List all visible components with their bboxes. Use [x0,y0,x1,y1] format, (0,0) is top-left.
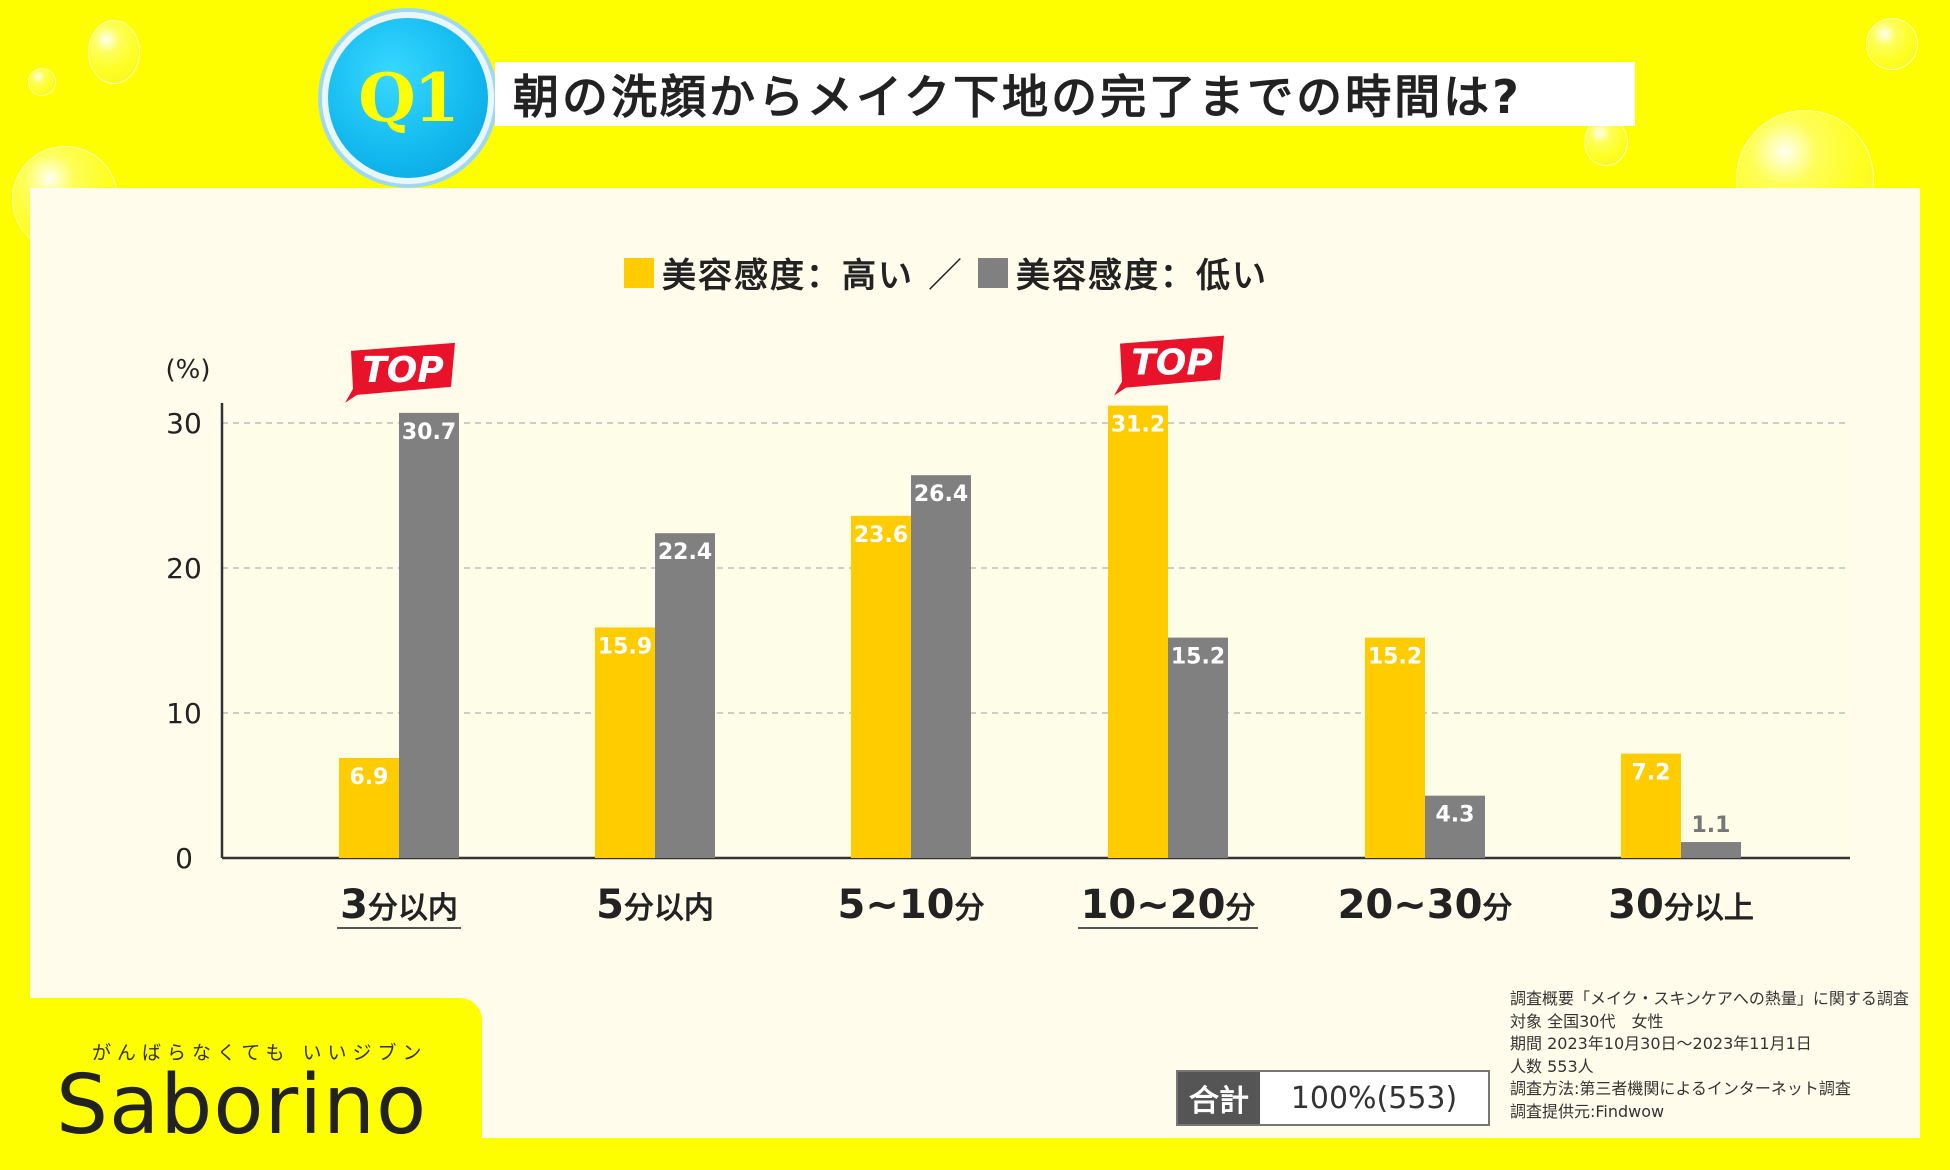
data-label: 22.4 [658,540,712,565]
bubble-decoration [88,20,140,84]
x-tick-label: 5分以内 [596,882,714,928]
x-tick-number: 20~30 [1338,882,1483,928]
data-label: 1.1 [1692,813,1731,838]
bar-low [655,533,715,858]
y-tick-label: 10 [166,697,202,730]
survey-note: 調査方法:第三者機関によるインターネット調査 [1510,1079,1851,1098]
bar-high [595,627,655,858]
bubble-decoration [28,68,56,96]
survey-notes: 調査概要「メイク・スキンケアへの熱量」に関する調査 対象 全国30代 女性 期間… [1510,988,1909,1123]
survey-note: 調査提供元:Findwow [1510,1101,1665,1121]
top-badge-label: TOP [1131,343,1213,384]
bar-low [1168,637,1228,858]
x-tick-label: 3分以内 [340,882,458,928]
x-tick-number: 3 [340,882,368,928]
legend-swatch-high [624,257,654,288]
bar-high [339,757,399,858]
total-label: 合計 [1178,1072,1260,1124]
x-tick-unit: 分 [955,891,985,926]
bar-low [911,475,971,858]
data-label: 15.9 [598,634,652,659]
bar-low [1681,842,1741,858]
survey-note: 調査概要「メイク・スキンケアへの熱量」に関する調査 [1510,989,1909,1008]
brand-tagline: がんばらなくても いいジブン [92,1042,428,1064]
top-badge [1114,335,1224,396]
bar-high [1108,405,1168,858]
question-badge: Q1 [322,12,494,184]
title-bar: 朝の洗顔からメイク下地の完了までの時間は? [495,62,1635,126]
data-label: 26.4 [914,482,968,507]
question-number: Q1 [358,59,459,137]
legend-label-low: 美容感度：低い [1016,256,1268,296]
y-tick-label: 20 [166,552,202,585]
x-tick-label: 20~30分 [1338,882,1513,928]
x-tick-unit: 分以上 [1664,891,1754,926]
legend-separator: ／ [928,256,964,296]
data-label: 7.2 [1632,761,1671,786]
x-tick-number: 5 [596,882,624,928]
plot-area [222,423,1850,858]
data-label: 23.6 [854,523,908,548]
x-tick-unit: 分以内 [368,891,458,926]
survey-note: 人数 553人 [1510,1056,1594,1076]
data-label: 31.2 [1111,413,1165,438]
y-axis-label: (%) [166,355,211,385]
data-label: 6.9 [350,765,389,790]
logo-panel [30,998,482,1140]
bubble-decoration [1866,18,1918,70]
bar-low [1425,795,1485,858]
data-label: 15.2 [1368,645,1422,670]
chart-title: 朝の洗顔からメイク下地の完了までの時間は? [513,70,1522,124]
y-tick-label: 30 [166,407,202,440]
brand-logo: Saborino [56,1058,428,1153]
top-badge [345,342,455,403]
y-tick-label: 0 [175,842,193,875]
x-tick-number: 10~20 [1081,882,1226,928]
bar-high [851,515,911,858]
data-label: 15.2 [1171,645,1225,670]
bar-high [1621,753,1681,858]
bar-low [399,412,459,858]
top-badge-label: TOP [362,350,444,391]
x-tick-number: 30 [1608,882,1664,928]
data-label: 4.3 [1436,803,1475,828]
bar-high [1365,637,1425,858]
total-box: 合計 100%(553) [1176,1070,1490,1126]
x-tick-unit: 分 [1482,891,1512,926]
x-tick-unit: 分 [1225,891,1255,926]
legend: 美容感度：高い ／ 美容感度：低い [624,248,1268,297]
total-value: 100%(553) [1260,1072,1488,1124]
legend-swatch-low [978,257,1008,288]
x-tick-unit: 分以内 [624,891,714,926]
legend-label-high: 美容感度：高い [662,256,914,296]
survey-note: 対象 全国30代 女性 [1510,1011,1664,1031]
x-tick-number: 5~10 [837,882,954,928]
x-tick-label: 30分以上 [1608,882,1754,928]
data-label: 30.7 [402,420,456,445]
x-tick-label: 5~10分 [837,882,984,928]
x-tick-label: 10~20分 [1081,882,1256,928]
survey-note: 期間 2023年10月30日～2023年11月1日 [1510,1034,1812,1053]
